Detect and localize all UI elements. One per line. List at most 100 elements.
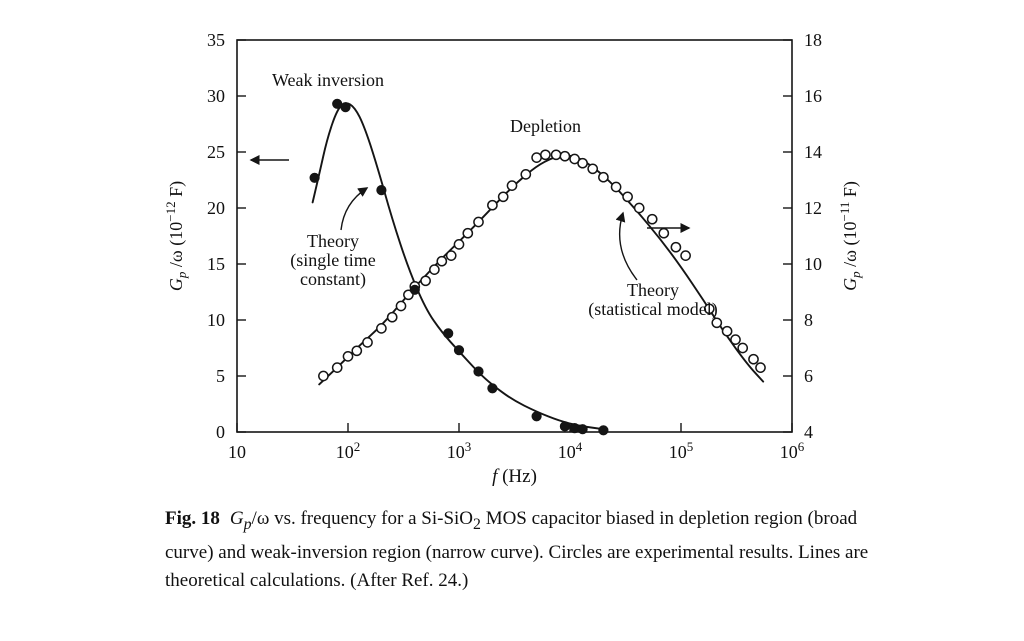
figure-caption-text: Gp/ω vs. frequency for a Si-SiO2 MOS cap… — [165, 508, 869, 591]
data-point-open — [610, 181, 622, 193]
data-point-filled — [376, 185, 387, 196]
data-point-open — [520, 169, 532, 180]
data-point-open — [497, 191, 509, 203]
data-point-filled — [531, 411, 542, 422]
svg-text:Theory: Theory — [307, 231, 359, 251]
data-point-filled — [309, 172, 320, 183]
data-point-open — [670, 241, 682, 253]
svg-text:Gp /ω (10−12 F): Gp /ω (10−12 F) — [163, 181, 189, 291]
data-point-filled — [473, 366, 484, 377]
theory-statistical-model-arrow — [615, 211, 638, 281]
data-point-open — [598, 171, 609, 183]
svg-text:4: 4 — [804, 422, 813, 442]
data-point-open — [531, 152, 542, 163]
data-point-open — [420, 275, 431, 287]
data-point-open — [703, 303, 715, 315]
data-point-open — [622, 191, 633, 203]
svg-text:10: 10 — [228, 442, 246, 462]
data-point-open — [453, 239, 465, 250]
figure-label: Fig. 18 — [165, 508, 220, 529]
data-point-open — [587, 163, 599, 175]
svg-text:Theory: Theory — [627, 280, 679, 300]
svg-text:16: 16 — [804, 86, 822, 106]
data-point-filled — [559, 421, 571, 432]
data-point-open — [711, 317, 723, 329]
data-point-open — [462, 227, 474, 239]
data-point-open — [550, 149, 562, 161]
data-point-open — [569, 153, 580, 165]
svg-text:Depletion: Depletion — [510, 116, 581, 136]
svg-text:f (Hz): f (Hz) — [492, 466, 537, 487]
svg-text:constant): constant) — [300, 269, 366, 290]
svg-text:35: 35 — [207, 30, 225, 50]
x-axis: 10 102 103 104 105 106 f (Hz) — [228, 423, 805, 487]
data-point-open — [351, 345, 363, 357]
figure-caption: Fig. 18 Gp/ω vs. frequency for a Si-SiO2 … — [165, 505, 907, 595]
data-point-filled — [487, 383, 498, 394]
data-point-open — [318, 370, 329, 382]
svg-text:10: 10 — [207, 310, 225, 330]
data-point-open — [633, 202, 645, 214]
mos-capacitor-conductance-chart: 0 5 10 15 20 25 30 35 Gp /ω (10−12 F) 4 6 8 10 12 14 16… — [163, 30, 863, 487]
svg-text:25: 25 — [207, 142, 225, 162]
data-point-open — [362, 337, 373, 348]
svg-text:106: 106 — [780, 439, 805, 462]
svg-text:Weak inversion: Weak inversion — [272, 70, 384, 90]
svg-text:105: 105 — [669, 439, 694, 462]
data-point-filled — [453, 345, 465, 356]
data-point-open — [755, 362, 766, 373]
svg-text:30: 30 — [207, 86, 225, 106]
svg-text:12: 12 — [804, 198, 822, 218]
data-point-open — [658, 227, 670, 239]
data-point-open — [386, 311, 398, 323]
data-point-open — [429, 264, 440, 275]
data-point-open — [540, 149, 551, 161]
data-point-open — [730, 334, 741, 345]
data-point-open — [721, 325, 733, 337]
data-point-open — [436, 255, 448, 267]
data-point-open — [646, 213, 658, 225]
data-point-open — [331, 362, 343, 373]
data-point-open — [342, 351, 354, 362]
data-point-open — [506, 180, 518, 191]
data-point-open — [737, 342, 749, 354]
svg-text:5: 5 — [216, 366, 225, 386]
data-point-open — [395, 300, 407, 312]
series-weak-inversion-experimental — [309, 98, 609, 436]
data-point-filled — [598, 425, 609, 436]
svg-text:0: 0 — [216, 422, 225, 442]
svg-text:18: 18 — [804, 30, 822, 50]
svg-text:(single time: (single time — [290, 250, 375, 271]
theory-single-time-constant-arrow — [340, 187, 369, 231]
data-point-filled — [340, 102, 351, 113]
svg-text:102: 102 — [336, 439, 361, 462]
svg-text:15: 15 — [207, 254, 225, 274]
data-point-open — [487, 199, 498, 211]
arrows — [249, 155, 691, 281]
left-axis: 0 5 10 15 20 25 30 35 Gp /ω (10−12 F) — [163, 30, 246, 442]
depletion-label: Depletion — [510, 116, 581, 136]
data-point-filled — [443, 328, 454, 339]
svg-text:Gp /ω (10−11 F): Gp /ω (10−11 F) — [837, 181, 863, 291]
series-depletion-experimental — [318, 149, 766, 382]
weak-inversion-label: Weak inversion — [272, 70, 384, 90]
svg-text:20: 20 — [207, 198, 225, 218]
svg-text:(statistical model): (statistical model) — [588, 299, 717, 320]
data-point-open — [376, 323, 387, 334]
data-point-open — [559, 150, 571, 162]
svg-text:6: 6 — [804, 366, 813, 386]
chart-root: 0 5 10 15 20 25 30 35 Gp /ω (10−12 F) 4 6 8 10 12 14 16… — [163, 30, 863, 487]
data-point-open — [680, 250, 691, 261]
right-axis: 4 6 8 10 12 14 16 18 Gp /ω (10−11 F) — [783, 30, 863, 442]
data-point-open — [577, 157, 588, 169]
theory-statistical-model-label: Theory(statistical model) — [588, 280, 717, 320]
data-point-open — [473, 216, 484, 228]
data-point-open — [445, 250, 457, 261]
data-point-filled — [409, 284, 420, 295]
data-point-filled — [577, 424, 588, 435]
svg-text:104: 104 — [558, 439, 583, 462]
plot-frame — [236, 39, 793, 433]
